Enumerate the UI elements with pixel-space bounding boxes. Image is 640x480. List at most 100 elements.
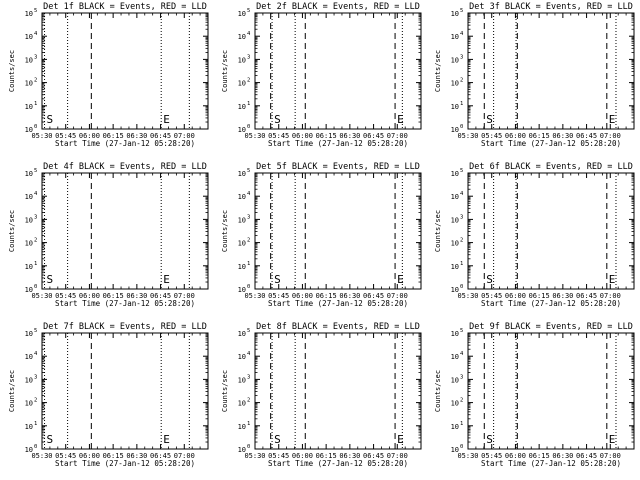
y-tick-exponent: 4 [34,351,38,357]
y-tick-exponent: 0 [460,284,463,290]
y-tick-exponent: 1 [460,101,463,107]
start-marker-label: S [486,113,493,126]
y-tick-exponent: 4 [34,31,38,37]
x-tick-label: 06:00 [505,452,526,460]
chart-panel: Det 1f BLACK = Events, RED = LLD Counts/s… [8,2,209,148]
x-tick-label: 06:15 [103,132,124,140]
y-tick-label: 10 [451,103,459,111]
y-tick-exponent: 1 [34,421,37,427]
start-marker-label: S [274,273,281,286]
x-tick-label: 05:45 [481,292,502,300]
y-tick-exponent: 5 [460,8,463,14]
start-marker-label: S [47,273,54,286]
y-tick-label: 10 [25,446,33,454]
y-tick-label: 10 [238,376,246,384]
x-tick-label: 05:30 [31,132,52,140]
y-tick-label: 10 [451,33,459,41]
y-tick-label: 10 [451,170,459,178]
y-tick-exponent: 1 [247,421,250,427]
y-tick-label: 10 [238,56,246,64]
y-tick-exponent: 1 [34,101,37,107]
y-tick-label: 10 [238,170,246,178]
y-tick-label: 10 [238,103,246,111]
y-tick-label: 10 [451,240,459,248]
y-tick-exponent: 3 [34,214,37,220]
y-tick-exponent: 2 [460,78,463,84]
chart-panel: Det 4f BLACK = Events, RED = LLD Counts/s… [8,162,209,308]
chart-panel: Det 5f BLACK = Events, RED = LLD Counts/s… [221,162,422,308]
x-tick-label: 06:30 [339,292,360,300]
x-tick-label: 06:15 [529,452,550,460]
chart-panel: Det 2f BLACK = Events, RED = LLD Counts/s… [221,2,422,148]
end-marker-label: E [163,433,170,446]
panel-title: Det 3f BLACK = Events, RED = LLD [469,2,633,12]
x-tick-label: 06:45 [576,292,597,300]
y-axis-label: Counts/sec [434,50,442,92]
y-tick-exponent: 0 [460,444,463,450]
end-marker-label: E [163,273,170,286]
y-tick-exponent: 5 [34,8,37,14]
plot-frame [41,172,209,290]
y-tick-label: 10 [238,126,246,134]
y-tick-label: 10 [238,240,246,248]
y-tick-exponent: 5 [460,168,463,174]
panel-title: Det 1f BLACK = Events, RED = LLD [43,2,207,12]
y-tick-exponent: 2 [247,78,250,84]
x-tick-label: 06:30 [552,132,573,140]
x-tick-label: 05:45 [268,452,289,460]
y-tick-label: 10 [25,400,33,408]
y-tick-label: 10 [238,80,246,88]
x-tick-label: 05:30 [457,292,478,300]
plot-frame [254,332,422,450]
y-tick-label: 10 [25,330,33,338]
y-tick-exponent: 0 [34,124,37,130]
x-tick-label: 07:00 [600,452,621,460]
y-tick-exponent: 3 [247,374,250,380]
x-tick-label: 07:00 [174,292,195,300]
plot-frame [254,172,422,290]
y-tick-exponent: 0 [247,124,250,130]
x-axis-label: Start Time (27-Jan-12 05:28:20) [268,459,408,468]
x-tick-label: 05:30 [31,292,52,300]
y-tick-exponent: 5 [247,168,250,174]
y-tick-label: 10 [451,400,459,408]
y-tick-label: 10 [451,376,459,384]
y-tick-label: 10 [25,126,33,134]
panel-title: Det 9f BLACK = Events, RED = LLD [469,322,633,332]
y-tick-exponent: 0 [460,124,463,130]
end-marker-label: E [397,433,404,446]
start-marker-label: S [274,433,281,446]
y-tick-label: 10 [25,10,33,18]
y-tick-exponent: 0 [34,444,37,450]
x-axis-label: Start Time (27-Jan-12 05:28:20) [481,139,621,148]
x-tick-label: 05:30 [457,452,478,460]
x-tick-label: 06:00 [505,132,526,140]
y-tick-label: 10 [451,193,459,201]
end-marker-label: E [163,113,170,126]
x-axis-label: Start Time (27-Jan-12 05:28:20) [268,139,408,148]
x-axis-label: Start Time (27-Jan-12 05:28:20) [55,139,195,148]
y-tick-exponent: 5 [247,8,250,14]
x-tick-label: 06:15 [103,452,124,460]
chart-panel: Det 6f BLACK = Events, RED = LLD Counts/s… [434,162,635,308]
x-tick-label: 05:30 [31,452,52,460]
x-tick-label: 06:30 [552,452,573,460]
y-tick-label: 10 [451,56,459,64]
x-tick-label: 06:15 [316,132,337,140]
y-tick-label: 10 [451,80,459,88]
x-tick-label: 06:00 [79,132,100,140]
y-tick-exponent: 0 [34,284,37,290]
y-tick-label: 10 [451,126,459,134]
x-tick-label: 06:15 [316,292,337,300]
x-tick-label: 06:15 [529,132,550,140]
y-tick-label: 10 [238,286,246,294]
x-tick-label: 05:30 [457,132,478,140]
panel-title: Det 4f BLACK = Events, RED = LLD [43,162,207,172]
x-axis-label: Start Time (27-Jan-12 05:28:20) [55,299,195,308]
y-tick-label: 10 [238,193,246,201]
x-axis-label: Start Time (27-Jan-12 05:28:20) [481,299,621,308]
y-tick-exponent: 2 [460,238,463,244]
y-tick-exponent: 4 [460,351,464,357]
y-tick-label: 10 [25,193,33,201]
x-tick-label: 06:30 [126,132,147,140]
